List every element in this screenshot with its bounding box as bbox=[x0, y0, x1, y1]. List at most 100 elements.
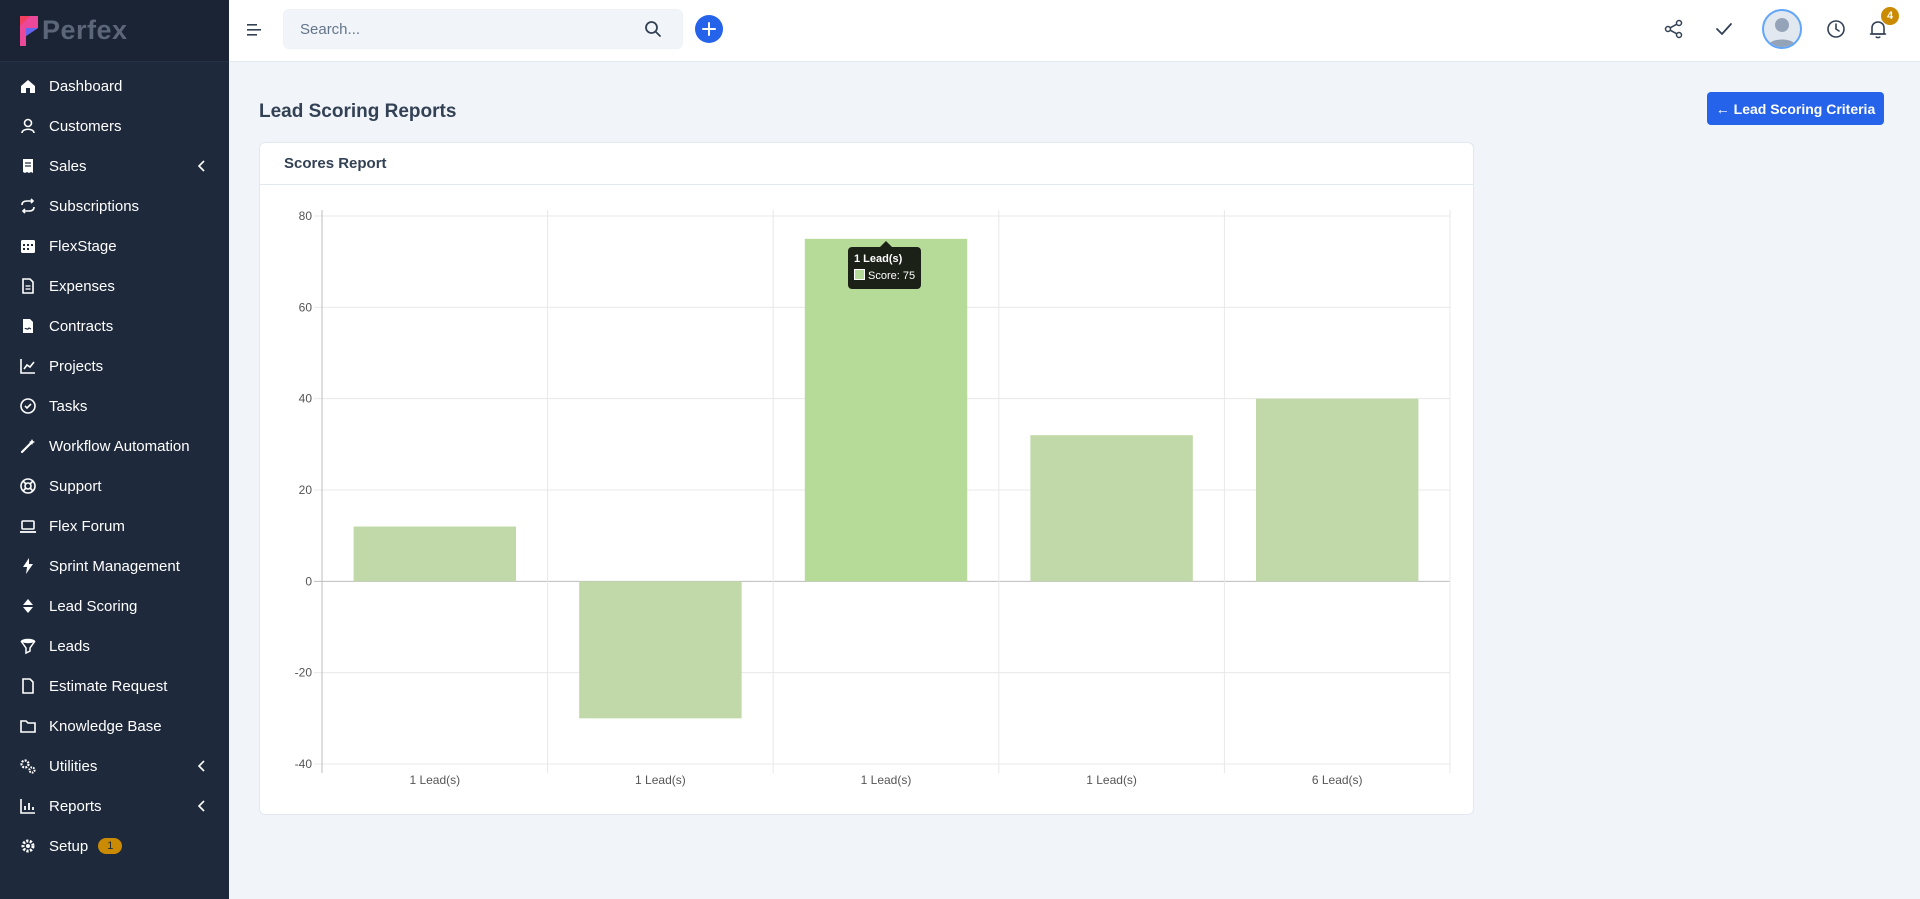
sidebar: Perfex Dashboard Customers Sales Subscripti… bbox=[0, 0, 229, 899]
chart-bar bbox=[1255, 398, 1419, 582]
sidebar-item-subscriptions[interactable]: Subscriptions bbox=[0, 186, 229, 226]
sidebar-item-label: Setup bbox=[49, 837, 89, 855]
x-tick-label: 6 Lead(s) bbox=[1312, 773, 1363, 787]
sidebar-nav: Dashboard Customers Sales Subscriptions Flex… bbox=[0, 62, 229, 866]
sidebar-item-contracts[interactable]: Contracts bbox=[0, 306, 229, 346]
lead-scoring-criteria-button[interactable]: ← Lead Scoring Criteria bbox=[1707, 92, 1884, 125]
tooltip-swatch bbox=[854, 268, 865, 280]
brand-logo[interactable]: Perfex bbox=[0, 0, 229, 62]
sidebar-item-projects[interactable]: Projects bbox=[0, 346, 229, 386]
gear-icon bbox=[18, 836, 38, 856]
chevron-left-icon bbox=[197, 160, 205, 172]
search-box bbox=[283, 9, 683, 49]
x-tick-label: 1 Lead(s) bbox=[1086, 773, 1137, 787]
tooltip-body: Score: 75 bbox=[854, 268, 915, 285]
sidebar-item-label: Leads bbox=[49, 637, 90, 655]
sidebar-item-tasks[interactable]: Tasks bbox=[0, 386, 229, 426]
sidebar-item-label: Sales bbox=[49, 157, 87, 175]
sidebar-item-label: Customers bbox=[49, 117, 122, 135]
sidebar-item-label: Utilities bbox=[49, 757, 98, 775]
check-circle-icon bbox=[18, 396, 38, 416]
logo-mark-icon bbox=[20, 15, 38, 46]
cogs-icon bbox=[18, 756, 38, 776]
sidebar-item-label: Knowledge Base bbox=[49, 717, 162, 735]
home-icon bbox=[18, 76, 38, 96]
check-icon[interactable] bbox=[1713, 18, 1735, 40]
tooltip-title: 1 Lead(s) bbox=[854, 252, 903, 265]
file-icon bbox=[18, 676, 38, 696]
avatar-placeholder-icon bbox=[1768, 18, 1796, 47]
plus-icon bbox=[702, 22, 716, 36]
x-tick-label: 1 Lead(s) bbox=[635, 773, 686, 787]
sidebar-item-label: Estimate Request bbox=[49, 677, 168, 695]
page-title: Lead Scoring Reports bbox=[259, 101, 457, 122]
sidebar-item-label: Tasks bbox=[49, 397, 88, 415]
sidebar-item-label: Projects bbox=[49, 357, 104, 375]
setup-badge: 1 bbox=[98, 838, 123, 854]
y-tick-label: -20 bbox=[295, 666, 313, 680]
y-tick-label: 80 bbox=[299, 209, 313, 223]
chart-tooltip: 1 Lead(s) Score: 75 bbox=[848, 246, 922, 289]
funnel-icon bbox=[18, 636, 38, 656]
notification-count-badge: 4 bbox=[1881, 7, 1899, 25]
sidebar-item-dashboard[interactable]: Dashboard bbox=[0, 66, 229, 106]
chart-bar bbox=[804, 238, 968, 582]
sidebar-item-label: Sprint Management bbox=[49, 557, 180, 575]
lifebuoy-icon bbox=[18, 476, 38, 496]
sidebar-item-label: Dashboard bbox=[49, 77, 123, 95]
chevron-left-icon bbox=[197, 760, 205, 772]
topbar: 4 bbox=[229, 0, 1920, 62]
sidebar-item-sprint-management[interactable]: Sprint Management bbox=[0, 546, 229, 586]
sidebar-item-flex-forum[interactable]: Flex Forum bbox=[0, 506, 229, 546]
sidebar-item-flexstage[interactable]: FlexStage bbox=[0, 226, 229, 266]
clock-icon[interactable] bbox=[1825, 18, 1847, 40]
bar-chart-icon bbox=[18, 796, 38, 816]
sidebar-item-knowledge-base[interactable]: Knowledge Base bbox=[0, 706, 229, 746]
receipt-icon bbox=[18, 156, 38, 176]
contract-icon bbox=[18, 316, 38, 336]
user-icon bbox=[18, 116, 38, 136]
chart-bar bbox=[1030, 435, 1193, 582]
sidebar-item-expenses[interactable]: Expenses bbox=[0, 266, 229, 306]
brand-name: Perfex bbox=[42, 15, 128, 45]
sidebar-item-utilities[interactable]: Utilities bbox=[0, 746, 229, 786]
y-tick-label: 60 bbox=[299, 300, 313, 314]
chart-line-icon bbox=[18, 356, 38, 376]
sidebar-item-lead-scoring[interactable]: Lead Scoring bbox=[0, 586, 229, 626]
sidebar-item-workflow-automation[interactable]: Workflow Automation bbox=[0, 426, 229, 466]
folder-icon bbox=[18, 716, 38, 736]
sidebar-item-label: Reports bbox=[49, 797, 102, 815]
sidebar-item-sales[interactable]: Sales bbox=[0, 146, 229, 186]
sidebar-item-label: Flex Forum bbox=[49, 517, 125, 535]
sidebar-item-leads[interactable]: Leads bbox=[0, 626, 229, 666]
sidebar-item-support[interactable]: Support bbox=[0, 466, 229, 506]
document-icon bbox=[18, 276, 38, 296]
avatar[interactable] bbox=[1762, 9, 1802, 49]
menu-toggle-icon[interactable] bbox=[246, 22, 262, 38]
chevron-left-icon bbox=[197, 800, 205, 812]
chart-bar bbox=[579, 581, 742, 719]
sidebar-item-reports[interactable]: Reports bbox=[0, 786, 229, 826]
chart-bar bbox=[353, 526, 517, 582]
bell-icon[interactable] bbox=[1867, 18, 1889, 40]
sidebar-item-estimate-request[interactable]: Estimate Request bbox=[0, 666, 229, 706]
bolt-icon bbox=[18, 556, 38, 576]
sidebar-item-customers[interactable]: Customers bbox=[0, 106, 229, 146]
magic-wand-icon bbox=[18, 436, 38, 456]
sidebar-item-label: Lead Scoring bbox=[49, 597, 138, 615]
search-input[interactable] bbox=[284, 10, 624, 48]
sort-icon bbox=[18, 596, 38, 616]
scores-report-panel: Scores Report 80 60 40 20 0 -20 -40 1 Lead(s) 1 … bbox=[259, 142, 1474, 815]
sidebar-item-setup[interactable]: Setup 1 bbox=[0, 826, 229, 866]
search-icon[interactable] bbox=[644, 20, 662, 38]
sidebar-item-label: FlexStage bbox=[49, 237, 117, 255]
y-tick-label: 0 bbox=[305, 574, 312, 588]
sidebar-item-label: Support bbox=[49, 477, 102, 495]
sidebar-item-label: Workflow Automation bbox=[49, 437, 190, 455]
share-icon[interactable] bbox=[1663, 18, 1685, 40]
tooltip-label: Score: 75 bbox=[868, 269, 916, 282]
sidebar-item-label: Expenses bbox=[49, 277, 115, 295]
calendar-icon bbox=[18, 236, 38, 256]
quick-create-button[interactable] bbox=[695, 15, 723, 43]
